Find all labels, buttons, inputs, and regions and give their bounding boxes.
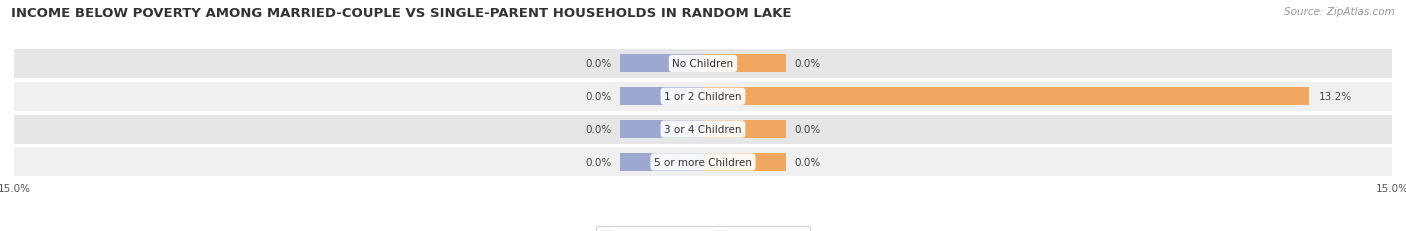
Text: 0.0%: 0.0% <box>585 125 612 134</box>
Bar <box>620 153 703 171</box>
Text: INCOME BELOW POVERTY AMONG MARRIED-COUPLE VS SINGLE-PARENT HOUSEHOLDS IN RANDOM : INCOME BELOW POVERTY AMONG MARRIED-COUPL… <box>11 7 792 20</box>
Text: 5 or more Children: 5 or more Children <box>654 157 752 167</box>
Text: 0.0%: 0.0% <box>585 92 612 102</box>
Bar <box>620 88 703 106</box>
Bar <box>620 55 703 73</box>
Bar <box>703 121 786 139</box>
Bar <box>14 82 1392 111</box>
Bar <box>14 50 1392 79</box>
Text: 3 or 4 Children: 3 or 4 Children <box>664 125 742 134</box>
Text: 1 or 2 Children: 1 or 2 Children <box>664 92 742 102</box>
Text: 0.0%: 0.0% <box>794 59 821 69</box>
Text: 13.2%: 13.2% <box>1319 92 1351 102</box>
Bar <box>703 55 786 73</box>
Text: 0.0%: 0.0% <box>794 157 821 167</box>
Legend: Married Couples, Single Parents: Married Couples, Single Parents <box>596 226 810 231</box>
Text: No Children: No Children <box>672 59 734 69</box>
Bar <box>703 153 786 171</box>
Bar <box>14 115 1392 144</box>
Text: 0.0%: 0.0% <box>794 125 821 134</box>
Text: 0.0%: 0.0% <box>585 157 612 167</box>
Bar <box>703 88 1309 106</box>
Bar <box>14 148 1392 176</box>
Text: Source: ZipAtlas.com: Source: ZipAtlas.com <box>1284 7 1395 17</box>
Bar <box>620 121 703 139</box>
Text: 0.0%: 0.0% <box>585 59 612 69</box>
